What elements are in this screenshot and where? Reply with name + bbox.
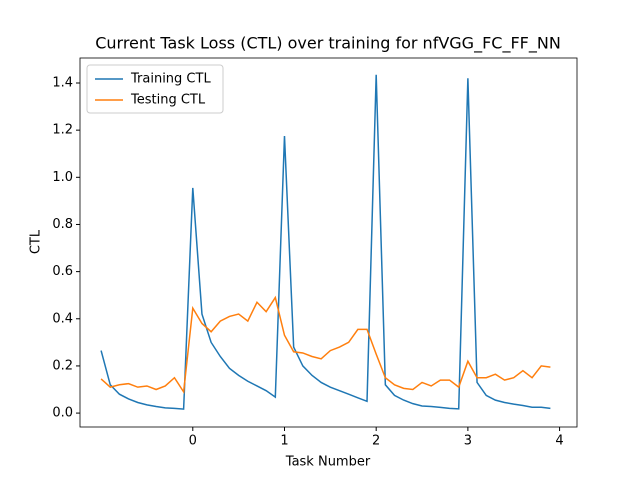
- y-tick-label: 0.2: [52, 358, 73, 373]
- x-tick-label: 4: [555, 434, 563, 449]
- legend-label: Training CTL: [130, 72, 211, 87]
- chart-title: Current Task Loss (CTL) over training fo…: [95, 34, 561, 54]
- x-tick-label: 0: [189, 434, 197, 449]
- plot-frame: [79, 57, 578, 428]
- y-axis-label: CTL: [29, 229, 44, 254]
- series-line: [100, 74, 551, 410]
- y-tick-label: 1.0: [52, 170, 73, 185]
- series-line: [100, 295, 551, 395]
- y-tick-label: 0.4: [52, 311, 73, 326]
- x-tick-label: 2: [372, 434, 380, 449]
- y-tick-label: 0.0: [52, 406, 73, 421]
- x-tick-label: 3: [464, 434, 472, 449]
- x-axis-label: Task Number: [285, 455, 371, 470]
- y-tick-label: 1.4: [52, 75, 73, 90]
- legend-label: Testing CTL: [130, 93, 206, 108]
- y-tick-label: 1.2: [52, 123, 73, 138]
- legend-box: [86, 64, 224, 114]
- y-tick-label: 0.8: [52, 217, 73, 232]
- x-tick-label: 1: [280, 434, 288, 449]
- y-tick-label: 0.6: [52, 264, 73, 279]
